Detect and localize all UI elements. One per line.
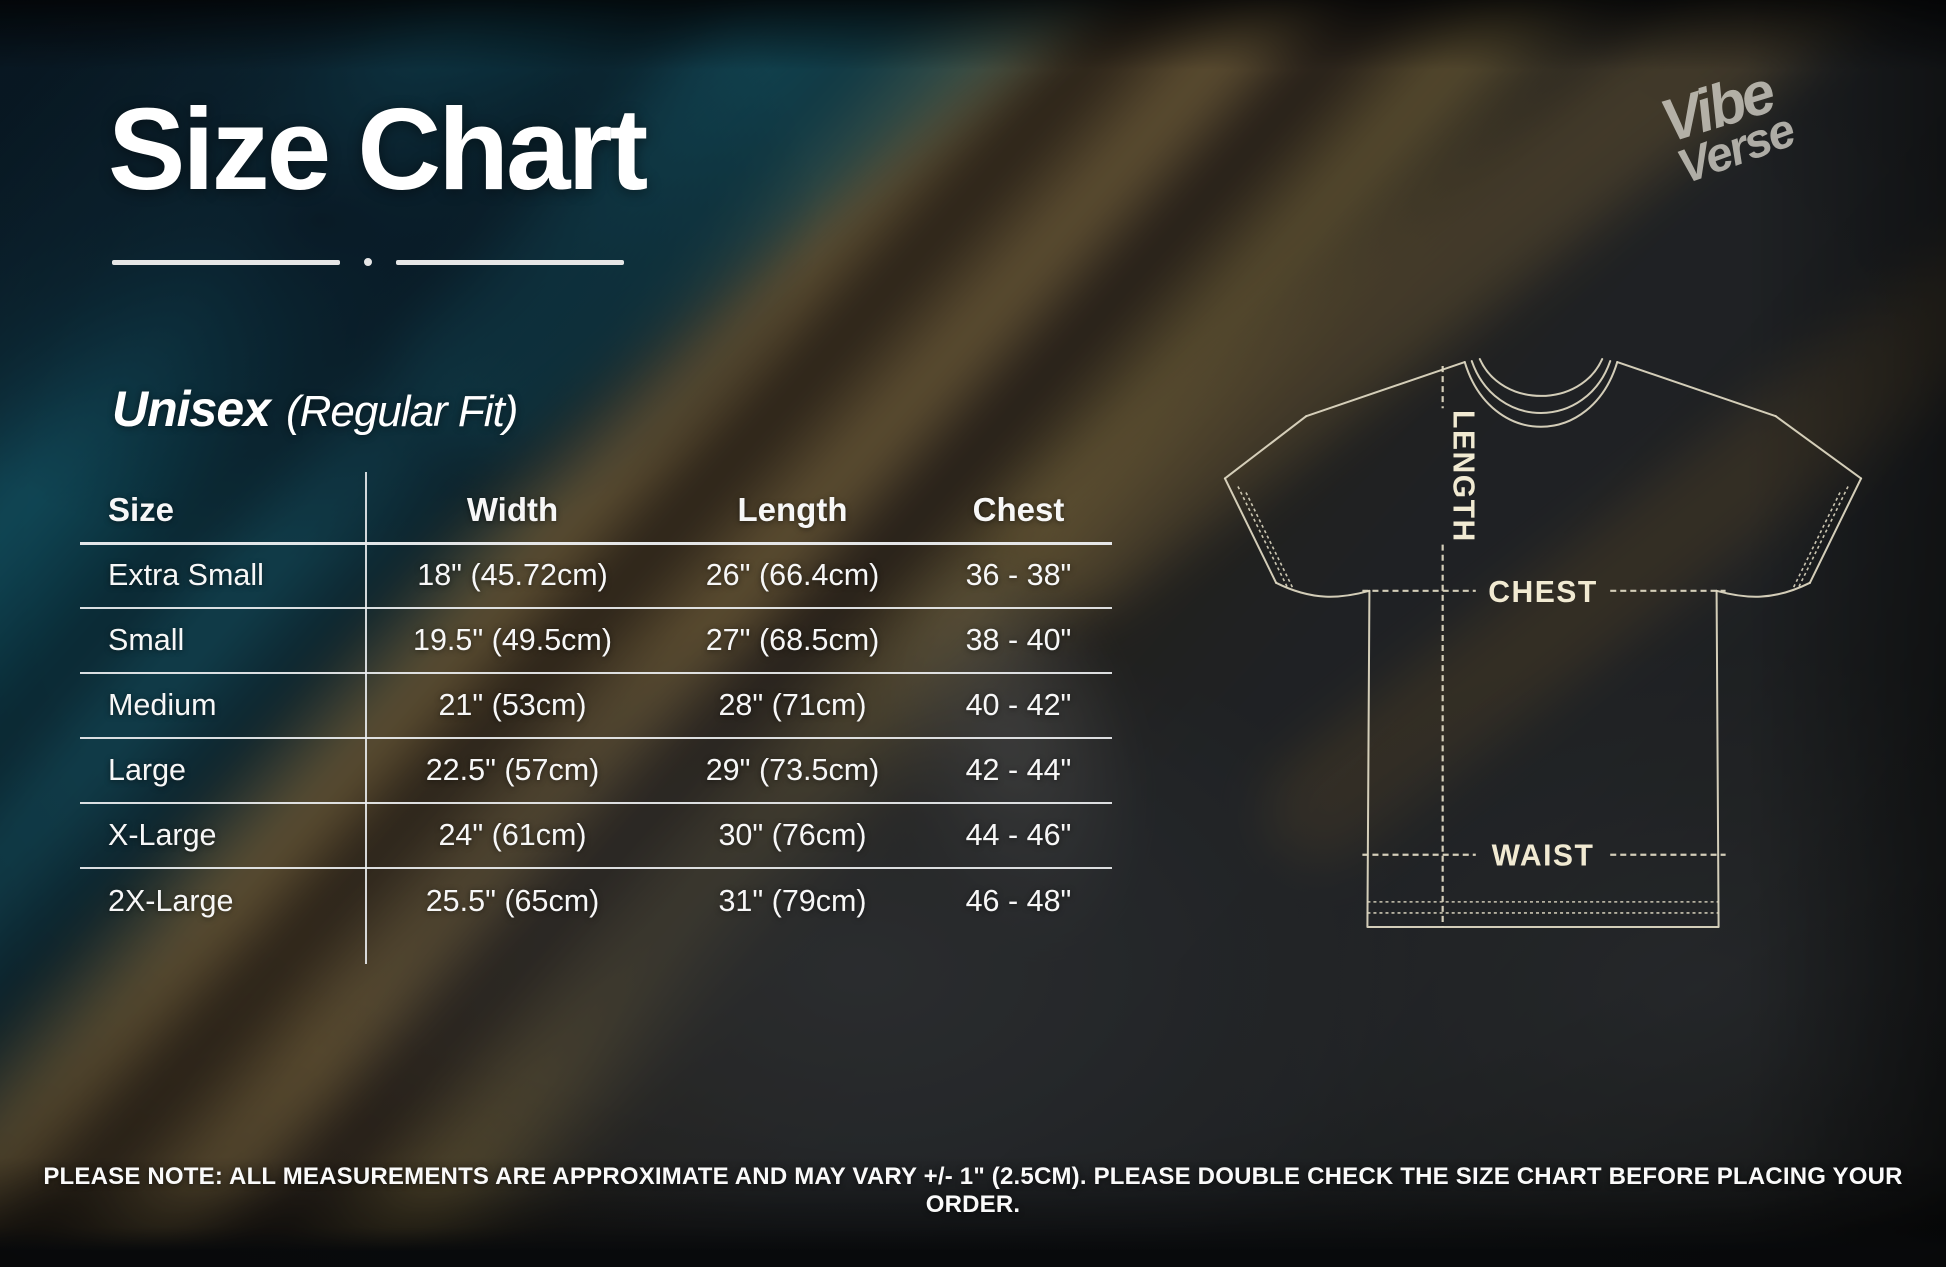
chest-label: CHEST	[1488, 576, 1598, 609]
table-body: Extra Small 18" (45.72cm) 26" (66.4cm) 3…	[80, 544, 1112, 934]
length-cell: 26" (66.4cm)	[705, 558, 880, 592]
title-underline	[112, 258, 624, 266]
length-cell: 28" (71cm)	[718, 688, 867, 722]
size-table: Size Width Length Chest Extra Small 18" …	[80, 472, 1112, 964]
table-row: X-Large 24" (61cm) 30" (76cm) 44 - 46"	[80, 804, 1112, 869]
length-cell: 31" (79cm)	[718, 884, 867, 918]
width-cell: 19.5" (49.5cm)	[413, 623, 612, 657]
width-cell: 21" (53cm)	[438, 688, 587, 722]
table-row: Large 22.5" (57cm) 29" (73.5cm) 42 - 44"	[80, 739, 1112, 804]
sleeve-stitching	[1237, 486, 1849, 590]
size-cell: Large	[108, 753, 187, 787]
table-header-row: Size Width Length Chest	[80, 478, 1112, 542]
table-row: Small 19.5" (49.5cm) 27" (68.5cm) 38 - 4…	[80, 609, 1112, 674]
underline-right-segment	[396, 259, 624, 265]
tshirt-measurement-diagram: LENGTH CHEST WAIST	[1223, 358, 1863, 928]
disclaimer-note: PLEASE NOTE: ALL MEASUREMENTS ARE APPROX…	[43, 1163, 1903, 1218]
size-cell: 2X-Large	[108, 884, 234, 918]
table-row: Medium 21" (53cm) 28" (71cm) 40 - 42"	[80, 674, 1112, 739]
column-divider-line	[365, 472, 367, 964]
chest-cell: 42 - 44"	[965, 753, 1072, 787]
waist-label: WAIST	[1492, 840, 1595, 873]
length-label: LENGTH	[1447, 410, 1480, 543]
length-cell: 29" (73.5cm)	[705, 753, 880, 787]
table-row: 2X-Large 25.5" (65cm) 31" (79cm) 46 - 48…	[80, 869, 1112, 934]
column-header-length: Length	[737, 491, 848, 528]
chest-cell: 40 - 42"	[965, 688, 1072, 722]
chest-cell: 38 - 40"	[965, 623, 1072, 657]
length-cell: 30" (76cm)	[718, 818, 867, 852]
brand-logo: Vibe Verse	[1633, 58, 1823, 255]
page-title: Size Chart	[108, 84, 648, 214]
header-divider-line	[80, 542, 1112, 545]
hem-stitching	[1367, 901, 1719, 914]
size-cell: Small	[108, 623, 185, 657]
width-cell: 18" (45.72cm)	[417, 558, 608, 592]
width-cell: 24" (61cm)	[438, 818, 587, 852]
size-cell: X-Large	[108, 818, 217, 852]
table-row: Extra Small 18" (45.72cm) 26" (66.4cm) 3…	[80, 544, 1112, 609]
size-cell: Extra Small	[108, 558, 264, 592]
column-header-width: Width	[466, 491, 559, 528]
column-header-size: Size	[108, 491, 175, 528]
chest-cell: 46 - 48"	[965, 884, 1072, 918]
size-cell: Medium	[108, 688, 217, 722]
chest-cell: 36 - 38"	[965, 558, 1072, 592]
length-cell: 27" (68.5cm)	[705, 623, 880, 657]
underline-dot	[364, 258, 372, 266]
fit-label: (Regular Fit)	[285, 387, 518, 436]
underline-left-segment	[112, 259, 340, 265]
width-cell: 22.5" (57cm)	[425, 753, 600, 787]
category-label: Unisex	[112, 381, 271, 437]
section-heading: Unisex (Regular Fit)	[112, 380, 518, 438]
tshirt-outline	[1223, 358, 1863, 928]
width-cell: 25.5" (65cm)	[425, 884, 600, 918]
chest-cell: 44 - 46"	[965, 818, 1072, 852]
column-header-chest: Chest	[972, 491, 1065, 528]
